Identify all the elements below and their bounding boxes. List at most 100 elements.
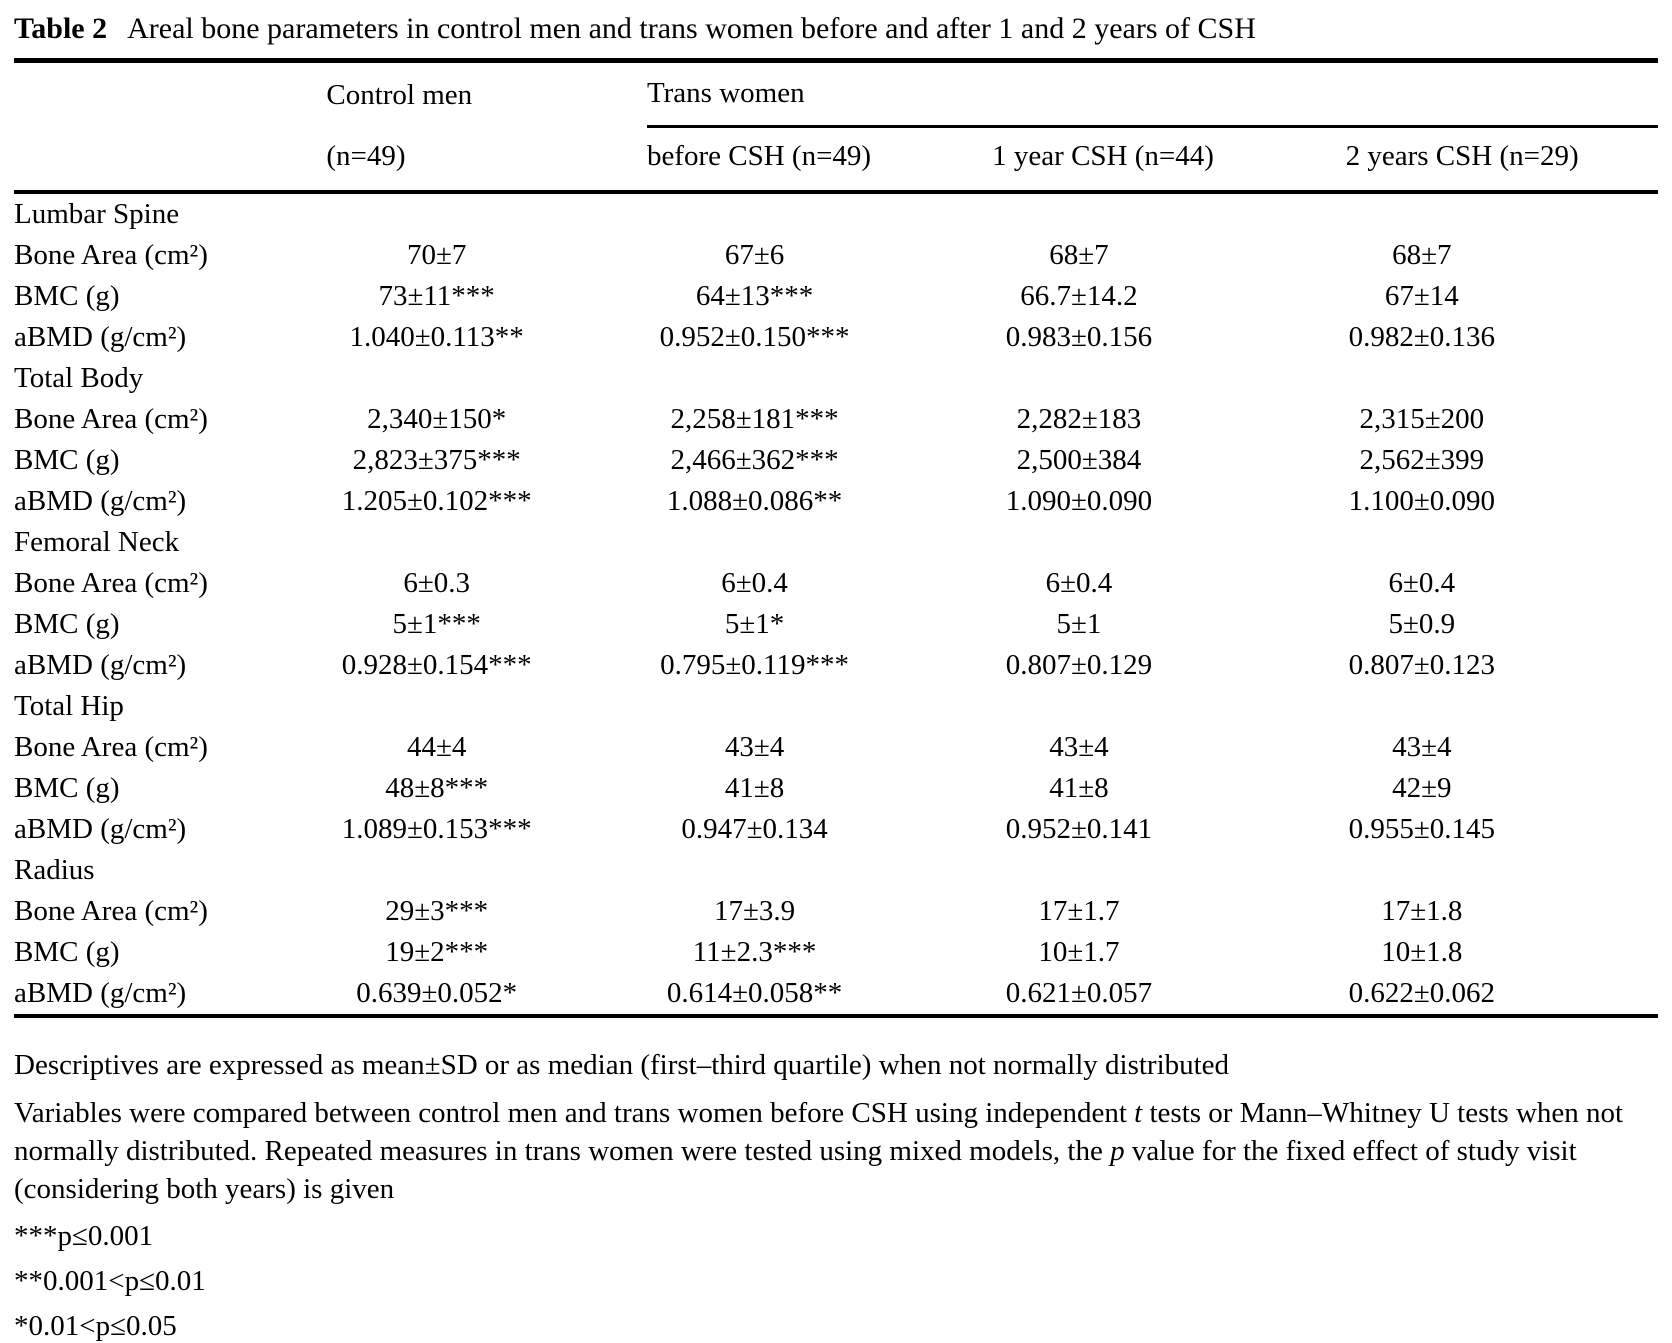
row-label: BMC (g) bbox=[14, 608, 120, 640]
row-label: Bone Area (cm²) bbox=[14, 239, 208, 271]
value-cell: 42±9 bbox=[1392, 772, 1452, 804]
value-cell: 6±0.3 bbox=[403, 567, 470, 599]
value-cell: 0.928±0.154*** bbox=[341, 649, 532, 681]
row-label: BMC (g) bbox=[14, 444, 120, 476]
col-group-control-men: Control men bbox=[326, 78, 473, 111]
row-label: aBMD (g/cm²) bbox=[14, 813, 187, 845]
section-row-total-hip: Total Hip bbox=[14, 686, 1658, 727]
value-cell: 67±6 bbox=[724, 239, 785, 271]
group-header-row: Control men Trans women bbox=[14, 60, 1658, 128]
value-cell: 68±7 bbox=[1049, 239, 1109, 271]
value-cell: 1.088±0.086** bbox=[666, 485, 843, 517]
value-cell: 2,466±362*** bbox=[670, 444, 839, 476]
value-cell: 41±8 bbox=[1049, 772, 1109, 804]
value-cell: 0.952±0.141 bbox=[1005, 813, 1153, 845]
value-cell: 11±2.3*** bbox=[692, 936, 817, 968]
value-cell: 68±7 bbox=[1392, 239, 1452, 271]
section-row-radius: Radius bbox=[14, 850, 1658, 891]
value-cell: 2,315±200 bbox=[1359, 403, 1485, 435]
value-cell: 0.807±0.129 bbox=[1005, 649, 1153, 681]
row-label: Bone Area (cm²) bbox=[14, 895, 208, 927]
value-cell: 43±4 bbox=[724, 731, 785, 763]
value-cell: 6±0.4 bbox=[1045, 567, 1113, 599]
value-cell: 2,282±183 bbox=[1016, 403, 1142, 435]
value-cell: 66.7±14.2 bbox=[1020, 280, 1138, 312]
footnote-sig-two-star: **0.001<p≤0.01 bbox=[14, 1265, 206, 1297]
value-cell: 1.205±0.102*** bbox=[341, 485, 532, 517]
value-cell: 0.795±0.119*** bbox=[660, 649, 849, 681]
table-row: BMC (g) 2,823±375*** 2,466±362*** 2,500±… bbox=[14, 440, 1658, 481]
section-row-lumbar-spine: Lumbar Spine bbox=[14, 192, 1658, 235]
header-spacer-2 bbox=[14, 126, 327, 194]
value-cell: 2,340±150* bbox=[367, 403, 507, 435]
value-cell: 0.955±0.145 bbox=[1348, 813, 1496, 845]
value-cell: 6±0.4 bbox=[721, 567, 788, 599]
value-cell: 5±1 bbox=[1056, 608, 1102, 640]
table-title: Table 2 Areal bone parameters in control … bbox=[14, 12, 1658, 46]
value-cell: 17±1.7 bbox=[1038, 895, 1120, 927]
row-label: BMC (g) bbox=[14, 936, 120, 968]
section-row-femoral-neck: Femoral Neck bbox=[14, 522, 1658, 563]
table-header: Control men Trans women (n=49) before CS… bbox=[14, 60, 1658, 194]
table-row: Bone Area (cm²) 29±3*** 17±3.9 17±1.7 17… bbox=[14, 891, 1658, 932]
table-row: BMC (g) 19±2*** 11±2.3*** 10±1.7 10±1.8 bbox=[14, 932, 1658, 973]
table-row: BMC (g) 48±8*** 41±8 41±8 42±9 bbox=[14, 768, 1658, 809]
value-cell: 43±4 bbox=[1049, 731, 1109, 763]
value-cell: 17±3.9 bbox=[713, 895, 796, 927]
table-row: Bone Area (cm²) 2,340±150* 2,258±181*** … bbox=[14, 399, 1658, 440]
value-cell: 73±11*** bbox=[378, 280, 495, 312]
value-cell: 17±1.8 bbox=[1381, 895, 1463, 927]
table-row: Bone Area (cm²) 44±4 43±4 43±4 43±4 bbox=[14, 727, 1658, 768]
table-body: Lumbar Spine Bone Area (cm²) 70±7 67±6 6… bbox=[14, 192, 1658, 1016]
table-row: BMC (g) 73±11*** 64±13*** 66.7±14.2 67±1… bbox=[14, 276, 1658, 317]
value-cell: 0.947±0.134 bbox=[681, 813, 828, 845]
value-cell: 2,500±384 bbox=[1016, 444, 1142, 476]
footnote-sig-three-star: ***p≤0.001 bbox=[14, 1220, 154, 1252]
value-cell: 10±1.7 bbox=[1038, 936, 1120, 968]
table-row: Bone Area (cm²) 70±7 67±6 68±7 68±7 bbox=[14, 235, 1658, 276]
col-group-trans-women: Trans women bbox=[646, 60, 1658, 128]
value-cell: 0.621±0.057 bbox=[1005, 977, 1153, 1009]
table-row: Bone Area (cm²) 6±0.3 6±0.4 6±0.4 6±0.4 bbox=[14, 563, 1658, 604]
value-cell: 2,823±375*** bbox=[352, 444, 521, 476]
row-label: BMC (g) bbox=[14, 280, 120, 312]
value-cell: 44±4 bbox=[406, 731, 467, 763]
value-cell: 0.952±0.150*** bbox=[659, 321, 850, 353]
value-cell: 5±0.9 bbox=[1388, 608, 1456, 640]
value-cell: 1.100±0.090 bbox=[1348, 485, 1496, 517]
section-label: Lumbar Spine bbox=[14, 198, 180, 230]
row-label: aBMD (g/cm²) bbox=[14, 649, 187, 681]
section-row-total-body: Total Body bbox=[14, 358, 1658, 399]
table-row: aBMD (g/cm²) 1.205±0.102*** 1.088±0.086*… bbox=[14, 481, 1658, 522]
value-cell: 43±4 bbox=[1392, 731, 1452, 763]
footnote-methods: Variables were compared between control … bbox=[14, 1097, 1624, 1205]
col-header-2-years-csh: 2 years CSH (n=29) bbox=[1345, 126, 1658, 194]
value-cell: 0.982±0.136 bbox=[1348, 321, 1496, 353]
table-row: aBMD (g/cm²) 0.928±0.154*** 0.795±0.119*… bbox=[14, 645, 1658, 686]
value-cell: 48±8*** bbox=[385, 772, 489, 804]
value-cell: 5±1*** bbox=[392, 608, 481, 640]
row-label: Bone Area (cm²) bbox=[14, 567, 208, 599]
table-row: BMC (g) 5±1*** 5±1* 5±1 5±0.9 bbox=[14, 604, 1658, 645]
row-label: aBMD (g/cm²) bbox=[14, 485, 187, 517]
col-header-1-year-csh: 1 year CSH (n=44) bbox=[992, 126, 1346, 194]
footnote-sig-one-star: *0.01<p≤0.05 bbox=[14, 1310, 177, 1342]
table-number: Table 2 bbox=[14, 12, 108, 45]
row-label: Bone Area (cm²) bbox=[14, 731, 208, 763]
value-cell: 10±1.8 bbox=[1381, 936, 1463, 968]
value-cell: 0.614±0.058** bbox=[666, 977, 843, 1009]
row-label: aBMD (g/cm²) bbox=[14, 321, 187, 353]
value-cell: 67±14 bbox=[1384, 280, 1459, 312]
value-cell: 1.090±0.090 bbox=[1005, 485, 1153, 517]
footnotes: Descriptives are expressed as mean±SD or… bbox=[14, 1046, 1658, 1343]
section-label: Radius bbox=[14, 854, 95, 886]
value-cell: 0.639±0.052* bbox=[356, 977, 518, 1009]
value-cell: 2,562±399 bbox=[1359, 444, 1485, 476]
value-cell: 70±7 bbox=[406, 239, 467, 271]
table-row: aBMD (g/cm²) 1.089±0.153*** 0.947±0.134 … bbox=[14, 809, 1658, 850]
col-header-before-csh: before CSH (n=49) bbox=[646, 126, 993, 194]
areal-bone-table: Control men Trans women (n=49) before CS… bbox=[14, 58, 1658, 1018]
table-row: aBMD (g/cm²) 0.639±0.052* 0.614±0.058** … bbox=[14, 973, 1658, 1016]
row-label: aBMD (g/cm²) bbox=[14, 977, 187, 1009]
